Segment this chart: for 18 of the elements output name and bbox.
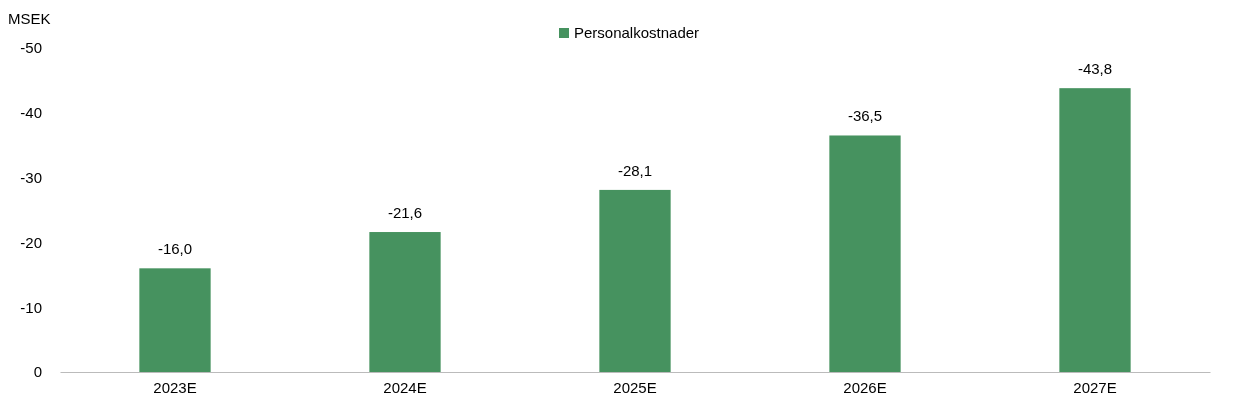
data-label: -28,1	[617, 161, 653, 179]
y-tick-label: -30	[20, 168, 42, 186]
x-tick-label: 2024E	[383, 378, 427, 396]
legend-label: Personalkostnader	[574, 24, 700, 41]
data-label: -16,0	[157, 240, 193, 258]
data-label: -21,6	[387, 204, 423, 222]
x-tick-label: 2027E	[1073, 378, 1117, 396]
y-tick-label: -20	[20, 233, 42, 251]
y-tick-label: 0	[33, 363, 42, 381]
y-tick-label: -50	[20, 39, 42, 57]
data-label: -36,5	[847, 107, 883, 125]
x-tick-label: 2025E	[613, 378, 657, 396]
y-tick-label: -10	[20, 298, 42, 316]
y-axis-title: MSEK	[8, 10, 51, 27]
x-tick-label: 2026E	[843, 378, 887, 396]
x-tick-label: 2023E	[153, 378, 197, 396]
y-tick-label: -40	[20, 104, 42, 122]
data-label: -43,8	[1077, 60, 1113, 78]
